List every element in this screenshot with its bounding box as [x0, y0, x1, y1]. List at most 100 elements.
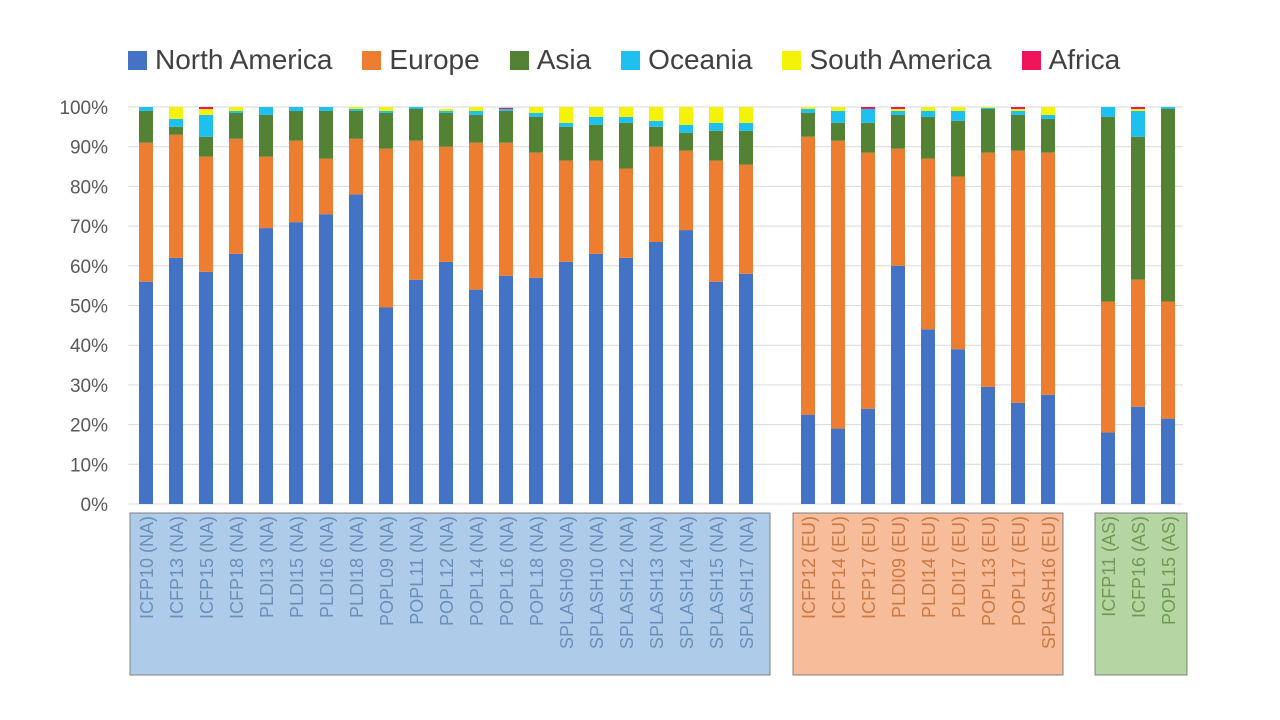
x-tick-label-splash14-na: SPLASH14 (NA) [677, 516, 697, 649]
x-tick-label-pldi17-eu: PLDI17 (EU) [949, 516, 969, 618]
x-tick-label-popl09-na: POPL09 (NA) [377, 516, 397, 626]
bar-segment-splash13-na-oceania [649, 120, 663, 127]
y-tick-label-90: 90% [70, 138, 108, 159]
bar-segment-splash17-na-oceania [739, 122, 753, 131]
legend-label-asia: Asia [536, 44, 592, 75]
bar-segment-popl14-na-north-america [469, 289, 483, 504]
legend-swatch-north-america [128, 50, 147, 70]
x-tick-label-icfp16-as: ICFP16 (AS) [1129, 516, 1149, 618]
bar-segment-pldi16-na-europe [319, 158, 333, 215]
bar-segment-popl18-na-europe [529, 152, 543, 278]
y-tick-label-100: 100% [59, 98, 108, 119]
bar-segment-popl16-na-oceania [499, 108, 513, 111]
bar-segment-splash16-eu-asia [1041, 118, 1055, 153]
bar-segment-pldi15-na-oceania [289, 107, 303, 111]
legend-item-asia: Asia [509, 44, 592, 76]
bar-segment-splash10-na-asia [589, 124, 603, 161]
bar-segment-popl15-as-oceania [1161, 107, 1175, 109]
bar-segment-pldi18-na-oceania [349, 108, 363, 111]
bar-segment-pldi17-eu-oceania [951, 110, 965, 121]
bar-segment-icfp13-na-asia [169, 126, 183, 135]
y-tick-label-40: 40% [70, 336, 108, 357]
bar-segment-pldi09-eu-europe [891, 148, 905, 266]
bar-segment-splash09-na-asia [559, 126, 573, 161]
bar-segment-icfp17-eu-asia [861, 122, 875, 153]
bar-segment-pldi15-na-europe [289, 140, 303, 223]
bar-segment-popl09-na-north-america [379, 307, 393, 504]
bar-segment-popl11-na-asia [409, 108, 423, 141]
x-tick-label-popl14-na: POPL14 (NA) [467, 516, 487, 626]
x-tick-label-splash12-na: SPLASH12 (NA) [617, 516, 637, 649]
bar-segment-popl17-eu-oceania [1011, 110, 1025, 115]
legend-item-oceania: Oceania [621, 44, 752, 76]
x-tick-label-pldi09-eu: PLDI09 (EU) [889, 516, 909, 618]
bar-segment-popl13-eu-oceania [981, 107, 995, 109]
bar-segment-pldi17-eu-north-america [951, 349, 965, 504]
bar-segment-icfp12-eu-asia [801, 112, 815, 137]
bar-segment-splash13-na-south-america [649, 107, 663, 121]
bar-segment-icfp15-na-south-america [199, 108, 213, 115]
bar-segment-pldi17-eu-europe [951, 176, 965, 350]
x-tick-label-icfp11-as: ICFP11 (AS) [1099, 516, 1119, 617]
bar-segment-splash09-na-europe [559, 160, 573, 262]
bar-segment-icfp11-as-europe [1101, 301, 1115, 433]
x-tick-label-icfp17-eu: ICFP17 (EU) [859, 516, 879, 619]
legend-label-africa: Africa [1048, 44, 1121, 75]
bar-segment-pldi18-na-north-america [349, 194, 363, 504]
group-box-as [1094, 512, 1188, 676]
bar-segment-popl09-na-europe [379, 148, 393, 308]
bar-segment-splash17-na-south-america [739, 107, 753, 123]
bar-segment-splash09-na-north-america [559, 261, 573, 504]
y-tick-label-60: 60% [70, 257, 108, 278]
bar-segment-icfp16-as-europe [1131, 279, 1145, 407]
bar-segment-popl17-eu-europe [1011, 150, 1025, 403]
bar-segment-popl12-na-oceania [439, 110, 453, 113]
x-tick-label-popl13-eu: POPL13 (EU) [979, 516, 999, 626]
bar-segment-splash15-na-south-america [709, 107, 723, 123]
bar-segment-popl16-na-africa [499, 107, 513, 109]
bar-segment-splash09-na-oceania [559, 122, 573, 127]
bar-segment-icfp10-na-asia [139, 110, 153, 143]
bar-segment-icfp16-as-oceania [1131, 110, 1145, 137]
bar-segment-popl16-na-north-america [499, 275, 513, 504]
x-tick-label-icfp15-na: ICFP15 (NA) [197, 516, 217, 619]
bar-segment-splash14-na-oceania [679, 124, 693, 133]
bar-segment-icfp16-as-south-america [1131, 108, 1145, 111]
bar-segment-icfp14-eu-asia [831, 122, 845, 141]
bar-segment-popl09-na-oceania [379, 110, 393, 113]
bar-segment-popl12-na-south-america [439, 108, 453, 111]
bar-segment-icfp14-eu-europe [831, 140, 845, 429]
bar-segment-popl15-as-north-america [1161, 418, 1175, 504]
y-tick-label-30: 30% [70, 376, 108, 397]
bar-segment-pldi18-na-asia [349, 110, 363, 139]
bar-segment-popl13-eu-europe [981, 152, 995, 387]
bar-segment-icfp17-eu-europe [861, 152, 875, 409]
bar-segment-popl12-na-north-america [439, 261, 453, 504]
bar-segment-splash16-eu-oceania [1041, 114, 1055, 119]
legend-label-south-america: South America [809, 44, 992, 75]
bar-segment-icfp17-eu-africa [861, 107, 875, 109]
bar-segment-icfp18-na-oceania [229, 110, 243, 113]
bar-segment-pldi16-na-oceania [319, 107, 333, 111]
bar-segment-pldi09-eu-oceania [891, 110, 905, 115]
bar-segment-splash14-na-europe [679, 150, 693, 231]
x-tick-label-icfp13-na: ICFP13 (NA) [167, 516, 187, 619]
bar-segment-pldi13-na-europe [259, 156, 273, 229]
bar-segment-icfp12-eu-oceania [801, 108, 815, 113]
bar-segment-popl18-na-south-america [529, 107, 543, 113]
x-tick-label-popl15-as: POPL15 (AS) [1159, 516, 1179, 625]
bar-segment-popl17-eu-north-america [1011, 402, 1025, 504]
bar-segment-splash12-na-south-america [619, 107, 633, 117]
bar-segment-pldi14-eu-asia [921, 116, 935, 159]
legend-item-africa: Africa [1021, 44, 1121, 76]
bar-segment-splash13-na-europe [649, 146, 663, 242]
bar-segment-popl13-eu-south-america [981, 107, 995, 108]
bar-segment-pldi18-na-europe [349, 138, 363, 195]
bar-segment-icfp16-as-africa [1131, 107, 1145, 109]
bar-segment-icfp17-eu-north-america [861, 408, 875, 504]
bar-segment-popl09-na-asia [379, 112, 393, 149]
bar-segment-pldi13-na-north-america [259, 228, 273, 504]
bar-segment-icfp15-na-africa [199, 107, 213, 109]
legend-swatch-asia [509, 50, 529, 70]
